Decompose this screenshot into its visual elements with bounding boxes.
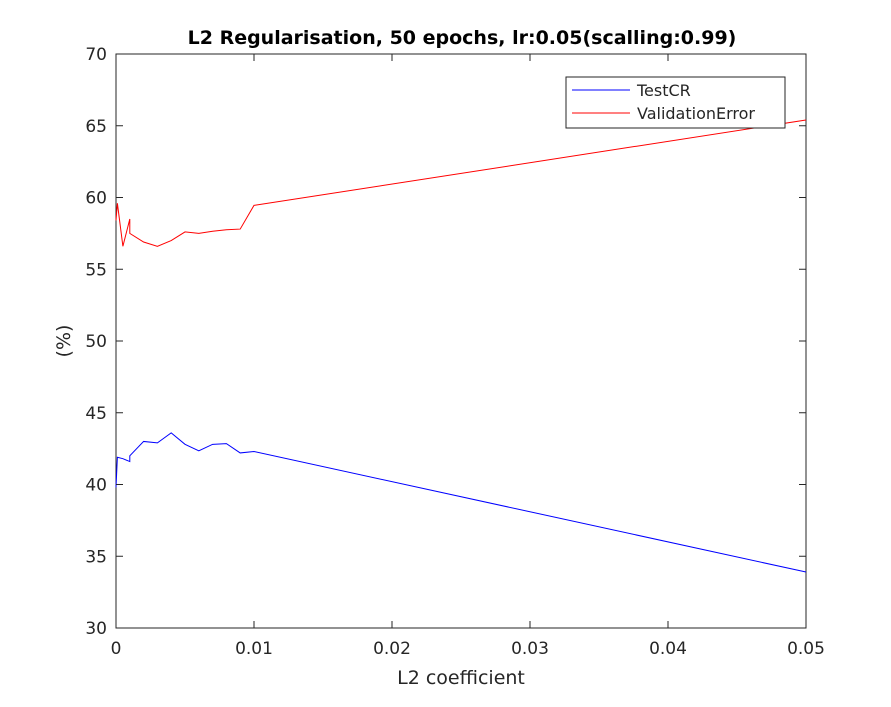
- x-tick-label: 0.01: [235, 639, 273, 659]
- x-tick-label: 0.02: [373, 639, 411, 659]
- y-tick-label: 70: [85, 45, 107, 65]
- y-tick-label: 40: [85, 476, 107, 496]
- series-line-validationerror: [115, 119, 807, 247]
- series-layer: [115, 119, 807, 573]
- x-tick-label: 0.04: [649, 639, 687, 659]
- x-tick-label: 0.05: [787, 639, 825, 659]
- y-tick-label: 30: [85, 619, 107, 639]
- y-tick-label: 60: [85, 189, 107, 209]
- legend-label-testcr: TestCR: [636, 81, 691, 100]
- y-tick-label: 50: [85, 332, 107, 352]
- x-tick-label: 0.03: [511, 639, 549, 659]
- chart-title: L2 Regularisation, 50 epochs, lr:0.05(sc…: [188, 27, 737, 49]
- x-axis-ticks: 0 0.01 0.02 0.03 0.04 0.05: [111, 54, 825, 659]
- y-axis-ticks: 30 35 40 45 50 55 60 65 70: [85, 45, 806, 639]
- legend-box: [565, 76, 786, 129]
- x-axis-label: L2 coefficient: [397, 667, 525, 689]
- y-tick-label: 55: [85, 260, 107, 280]
- y-tick-label: 35: [85, 547, 107, 567]
- legend: TestCR ValidationError: [565, 76, 786, 129]
- legend-label-validationerror: ValidationError: [637, 104, 755, 123]
- y-tick-label: 45: [85, 404, 107, 424]
- y-axis-label: (%): [53, 325, 75, 358]
- y-tick-label: 65: [85, 117, 107, 137]
- plot-frame: [115, 53, 807, 629]
- x-tick-label: 0: [111, 639, 122, 659]
- series-line-testcr: [115, 432, 807, 573]
